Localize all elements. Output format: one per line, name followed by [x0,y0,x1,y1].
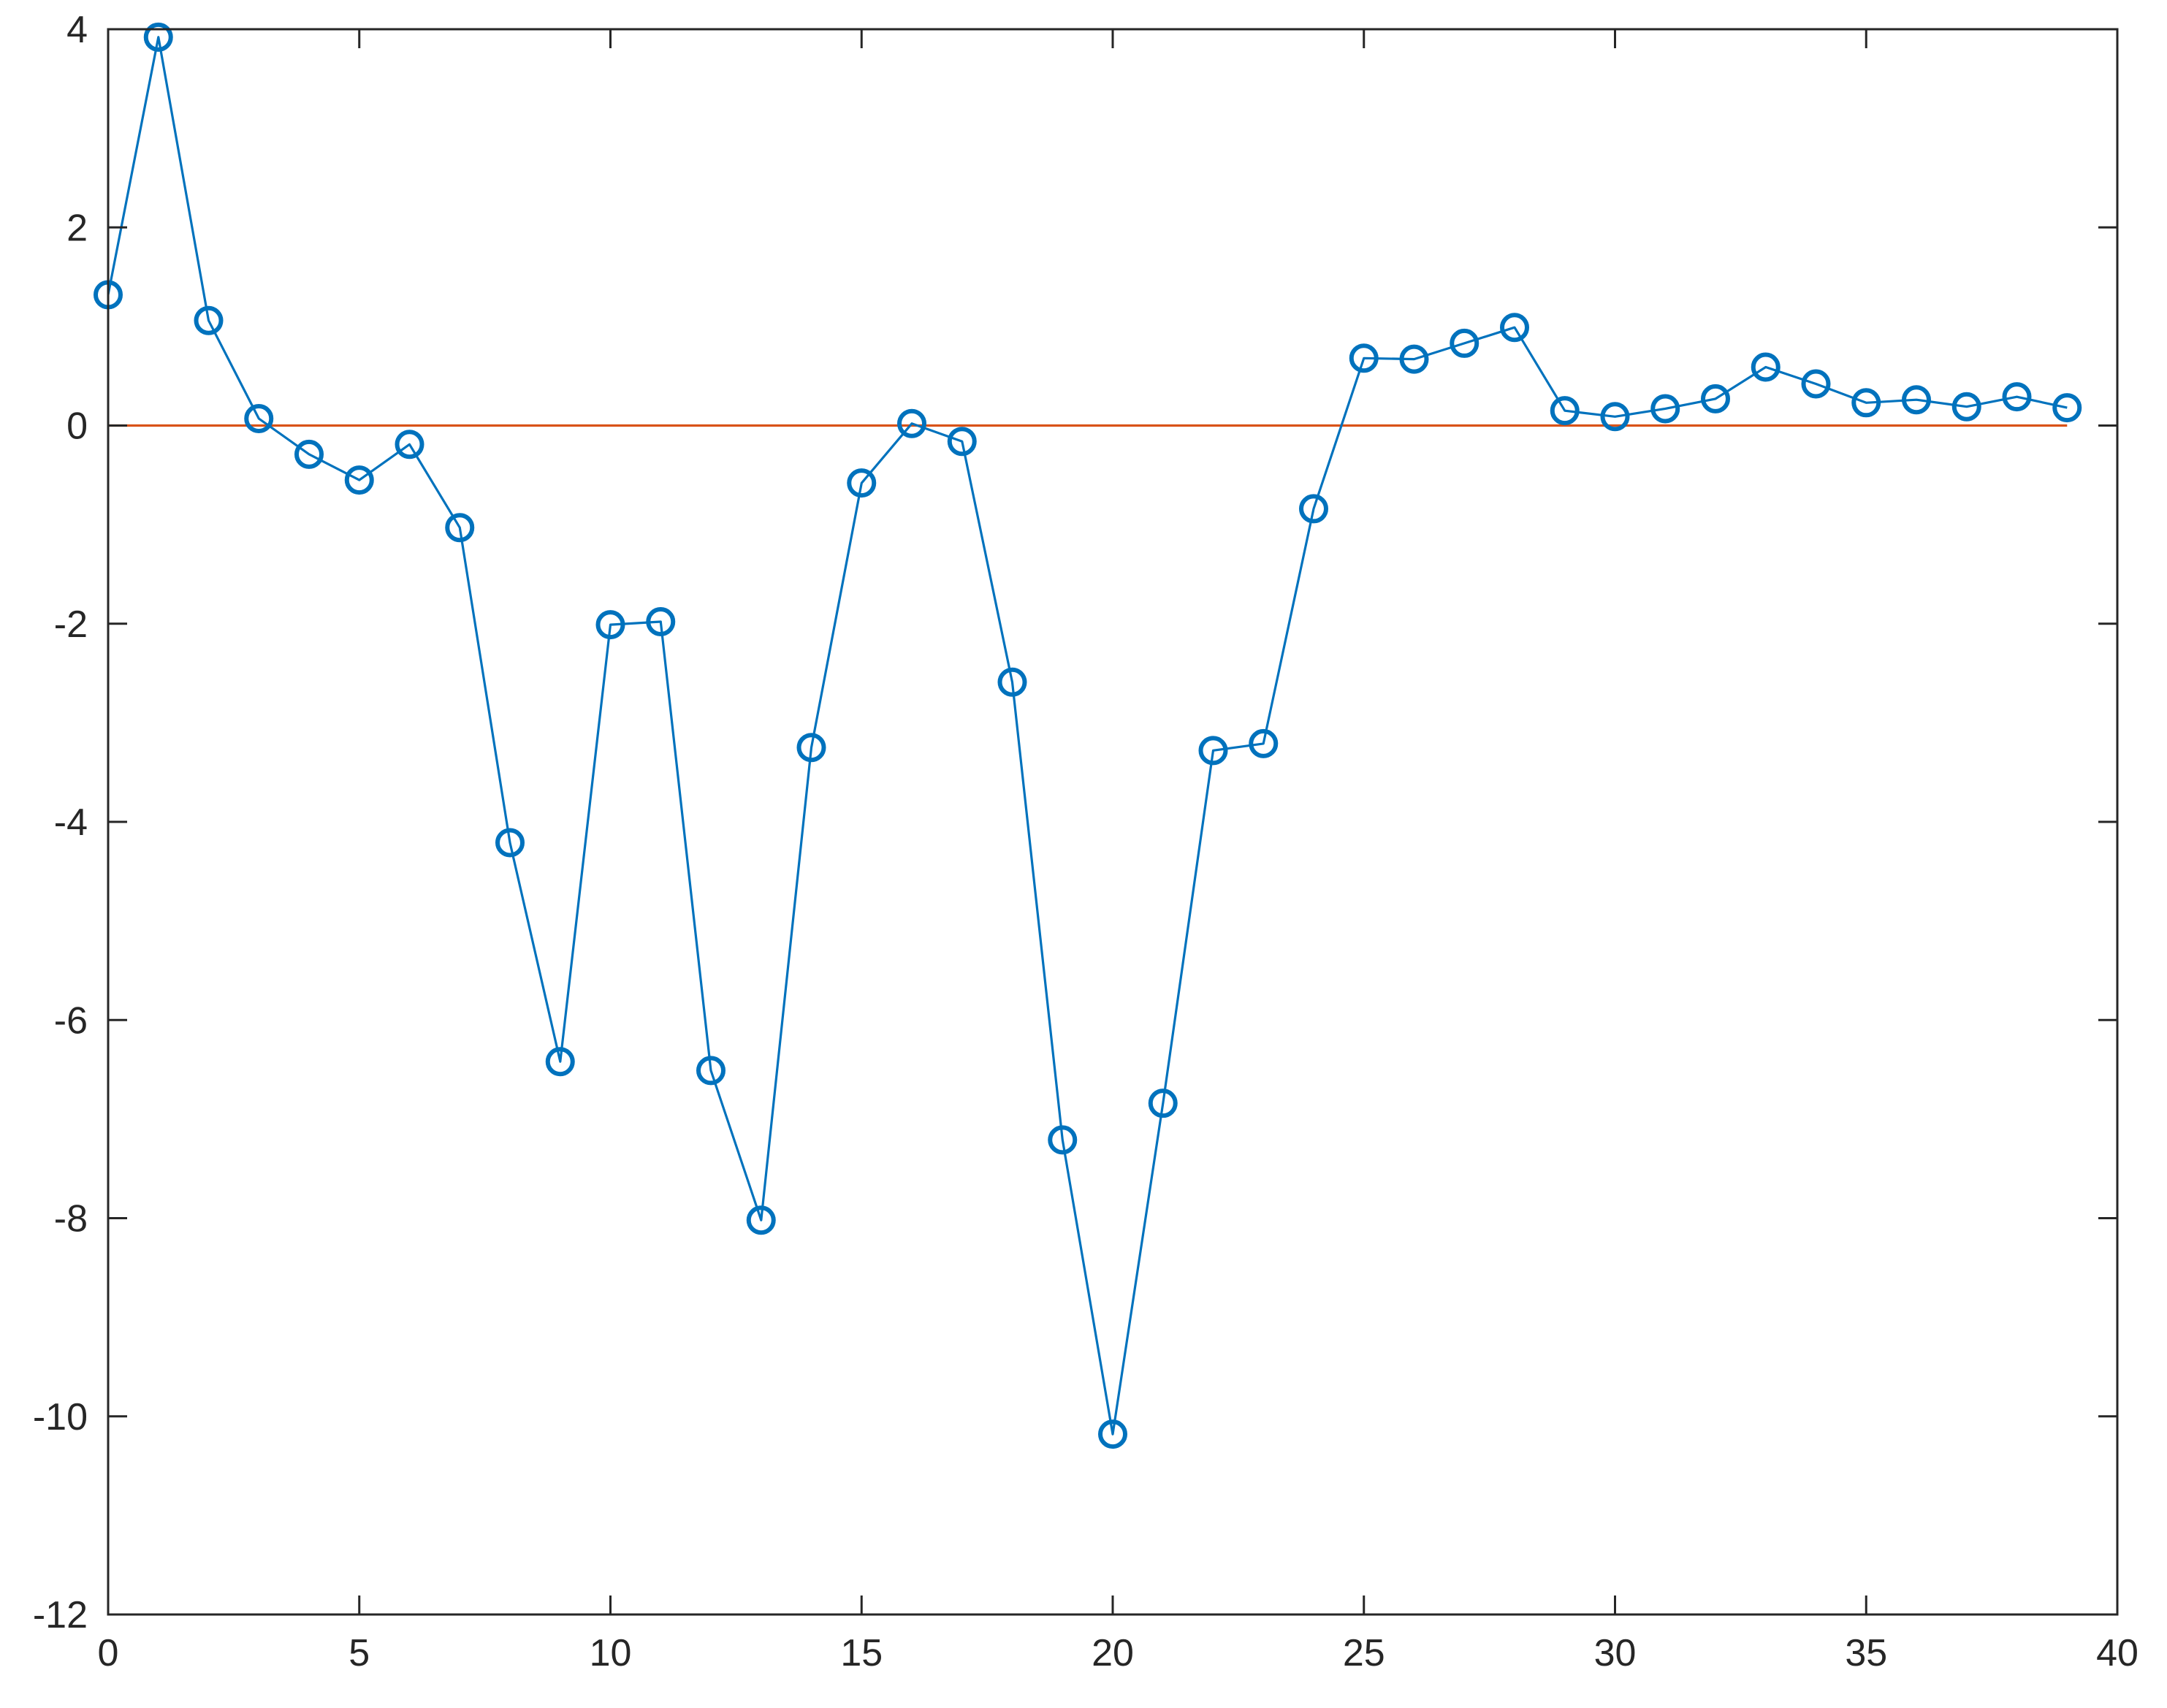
x-tick-label: 35 [1845,1632,1887,1674]
data-point [746,1205,776,1235]
data-point [796,733,826,763]
data-point [143,22,173,52]
x-tick-label: 25 [1343,1632,1385,1674]
data-point [1650,394,1680,424]
data-point [1951,392,1981,422]
y-tick-label: -4 [54,801,88,844]
x-tick-label: 20 [1092,1632,1134,1674]
data-point [1600,402,1630,432]
data-point [244,404,274,434]
data-point [2002,382,2032,412]
data-point [1550,396,1580,426]
data-point [395,430,424,460]
data-point [1701,384,1730,413]
data-point [1902,385,1931,415]
data-point [847,468,877,498]
data-point [1249,728,1279,758]
y-tick-label: 2 [66,207,88,249]
data-point [646,607,676,637]
data-point [1349,343,1379,373]
y-tick-label: -6 [54,999,88,1042]
data-point [1801,369,1831,399]
data-point [1299,494,1328,524]
x-tick-label: 10 [590,1632,632,1674]
data-point [495,828,525,858]
data-point [1851,388,1881,418]
data-point [344,465,374,495]
data-point [445,513,475,543]
data-point [595,610,625,640]
data-point [947,427,977,457]
data-point [1148,1089,1178,1118]
data-point [1048,1125,1078,1155]
x-tick-label: 15 [840,1632,883,1674]
x-tick-label: 40 [2096,1632,2139,1674]
data-point [294,439,324,469]
data-point [1198,736,1228,766]
data-point [1751,352,1781,382]
data-point [897,408,926,438]
data-point [1450,328,1479,358]
y-tick-label: -2 [54,603,88,646]
series-layer [94,22,2082,1449]
data-point [2052,393,2082,423]
data-point [1098,1419,1127,1449]
data-point [997,667,1027,697]
y-tick-label: -12 [33,1594,88,1636]
x-tick-label: 5 [349,1632,370,1674]
data-point [545,1047,575,1077]
series-line [107,36,2068,1436]
data-point [194,305,224,335]
y-tick-label: -8 [54,1198,88,1240]
x-tick-label: 0 [98,1632,119,1674]
data-point [1399,344,1429,374]
data-point [696,1056,725,1086]
x-tick-label: 30 [1594,1632,1637,1674]
y-tick-label: 0 [66,405,88,448]
y-tick-label: -10 [33,1396,88,1438]
y-tick-label: 4 [66,9,88,51]
data-point [1500,313,1529,343]
plot-background [108,29,2117,1614]
